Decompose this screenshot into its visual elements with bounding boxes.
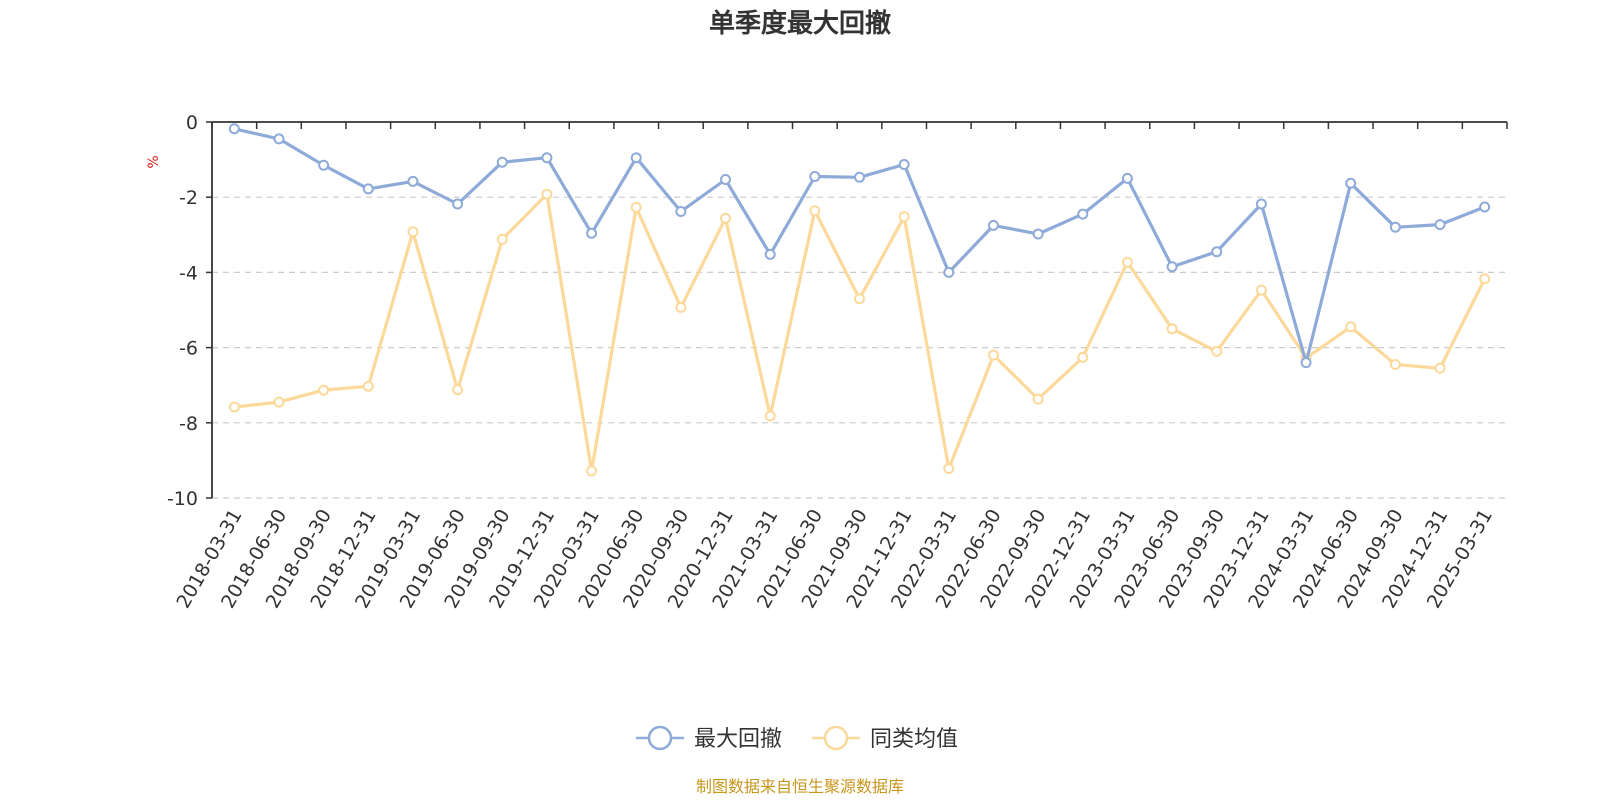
data-point (987, 349, 999, 361)
data-point (1166, 261, 1178, 273)
y-tick-label: -2 (179, 187, 198, 209)
data-point (1211, 345, 1223, 357)
data-point (586, 227, 598, 239)
data-point (898, 158, 910, 170)
data-point (1345, 177, 1357, 189)
legend[interactable]: 最大回撤 同类均值 (636, 725, 958, 752)
legend-marker (823, 725, 849, 751)
data-point (1255, 198, 1267, 210)
data-point (362, 380, 374, 392)
data-point (496, 156, 508, 168)
series-group (228, 123, 1491, 477)
data-point (987, 219, 999, 231)
data-point (898, 211, 910, 223)
data-point (1434, 362, 1446, 374)
data-point (273, 396, 285, 408)
data-point (1077, 208, 1089, 220)
series-2 (228, 188, 1491, 477)
data-point (675, 205, 687, 217)
legend-label: 同类均值 (870, 727, 958, 752)
grid-lines (212, 196, 1507, 499)
data-point (1479, 273, 1491, 285)
data-point (452, 384, 464, 396)
data-point (764, 248, 776, 260)
data-point (1032, 228, 1044, 240)
data-point (1434, 219, 1446, 231)
data-point (854, 171, 865, 183)
data-point (630, 152, 642, 164)
series-1 (228, 123, 1491, 369)
series-line (233, 127, 1486, 365)
data-point (541, 152, 553, 164)
data-point (1389, 359, 1401, 371)
data-point (362, 183, 374, 195)
data-point (1211, 246, 1223, 258)
data-point (854, 293, 865, 305)
y-tick-label: -10 (167, 488, 198, 510)
y-tick-label: 0 (186, 112, 198, 134)
data-point (1479, 201, 1491, 213)
legend-marker (647, 725, 673, 751)
y-tick-label: -4 (179, 262, 198, 284)
data-point (1077, 351, 1089, 363)
data-point (1300, 357, 1312, 369)
data-point (407, 175, 419, 187)
data-point (228, 123, 240, 135)
legend-item[interactable]: 同类均值 (812, 725, 958, 752)
data-point (675, 301, 687, 313)
data-point (407, 226, 419, 238)
data-point (496, 233, 508, 245)
data-point (1121, 256, 1133, 268)
data-point (720, 174, 732, 186)
data-point (541, 188, 553, 200)
legend-label: 最大回撤 (694, 727, 782, 752)
source-note: 制图数据来自恒生聚源数据库 (696, 777, 904, 796)
data-point (1389, 221, 1401, 233)
data-point (943, 463, 955, 475)
axes (206, 121, 1508, 499)
data-point (1255, 284, 1267, 296)
data-point (273, 133, 285, 145)
data-point (1166, 323, 1178, 335)
data-point (630, 201, 642, 213)
legend-item[interactable]: 最大回撤 (636, 725, 782, 752)
data-point (228, 401, 240, 413)
data-point (1121, 172, 1133, 184)
chart-title: 单季度最大回撤 (709, 8, 891, 39)
x-axis-ticks: 2018-03-312018-06-302018-09-302018-12-31… (172, 506, 1497, 613)
data-point (318, 159, 330, 171)
data-point (720, 212, 732, 224)
data-point (452, 198, 464, 210)
data-point (1032, 393, 1044, 405)
y-axis-ticks: 0 -2 -4 -6 -8 -10 (167, 112, 198, 510)
data-point (809, 205, 821, 217)
y-tick-label: -6 (179, 338, 198, 360)
data-point (764, 410, 776, 422)
data-point (943, 266, 955, 278)
data-point (318, 384, 330, 396)
data-point (1345, 321, 1357, 333)
data-point (586, 465, 598, 477)
y-tick-label: -8 (179, 413, 198, 435)
data-point (809, 171, 821, 183)
y-axis-unit: % (146, 155, 162, 168)
